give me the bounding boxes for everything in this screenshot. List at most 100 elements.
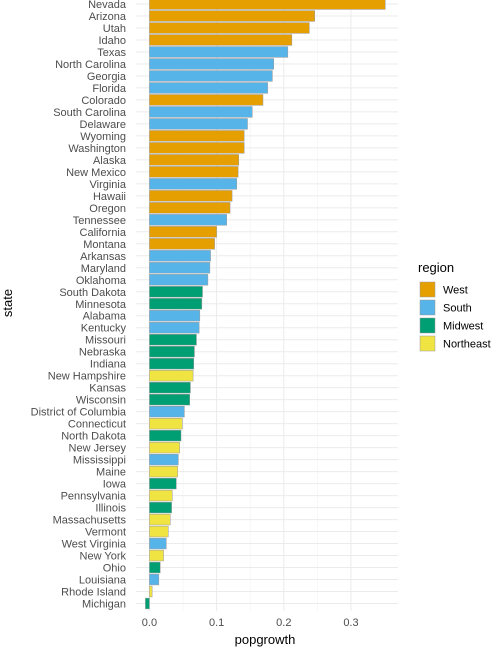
y-tick-label: Massachusetts — [53, 515, 127, 527]
y-tick-label: West Virginia — [62, 539, 127, 551]
bar — [149, 549, 164, 562]
legend-label: South — [443, 303, 472, 315]
y-tick-label: Washington — [68, 143, 126, 155]
y-tick-label: Arizona — [89, 11, 127, 23]
y-tick-label: North Carolina — [55, 59, 127, 71]
bar — [149, 441, 180, 454]
bar — [149, 274, 209, 286]
y-tick-label: Vermont — [85, 527, 126, 539]
y-tick-label: Illinois — [95, 503, 126, 515]
bar — [149, 154, 240, 166]
x-tick-label: 0.0 — [142, 617, 157, 629]
bar — [149, 286, 203, 298]
bar — [149, 537, 167, 550]
y-tick-label: Kentucky — [81, 323, 127, 335]
legend-key — [419, 335, 436, 352]
bar — [149, 202, 231, 214]
y-tick-label: Iowa — [103, 479, 127, 491]
y-tick-label: Indiana — [90, 359, 127, 371]
bar — [149, 382, 191, 394]
bar — [149, 94, 264, 106]
y-tick-label: Connecticut — [68, 419, 126, 431]
x-tick-labels: 0.0 0.1 0.2 0.3 — [142, 617, 359, 629]
bar — [149, 34, 293, 46]
legend-key — [419, 281, 436, 298]
bar — [149, 465, 178, 478]
y-tick-label: Maine — [96, 467, 126, 479]
y-tick-label: Missouri — [85, 335, 126, 347]
bar — [149, 58, 274, 70]
y-tick-label: Tennessee — [73, 215, 126, 227]
bar — [149, 298, 203, 310]
bar — [149, 489, 173, 502]
y-tick-label: New Mexico — [66, 167, 126, 179]
y-tick-label: North Dakota — [61, 431, 127, 443]
bar — [149, 118, 248, 130]
legend-title: region — [418, 260, 454, 275]
legend-label: West — [443, 285, 468, 297]
y-tick-label: New Hampshire — [48, 371, 126, 383]
bar — [149, 501, 172, 514]
bar — [149, 0, 386, 10]
y-tick-label: Alabama — [83, 311, 127, 323]
bar — [149, 406, 185, 418]
y-tick-label: New York — [80, 551, 127, 563]
y-tick-label: Hawaii — [93, 191, 126, 203]
y-tick-label: Georgia — [87, 71, 127, 83]
bar — [149, 585, 153, 598]
bar — [149, 477, 177, 490]
bar — [149, 322, 200, 334]
bar — [149, 513, 171, 526]
x-tick-label: 0.1 — [209, 617, 224, 629]
bar — [149, 10, 315, 22]
y-tick-label: Arkansas — [80, 251, 126, 263]
bar — [149, 310, 201, 322]
y-tick-label: Oregon — [89, 203, 126, 215]
x-tick-label: 0.3 — [343, 617, 358, 629]
bars — [145, 0, 386, 610]
bar — [149, 106, 253, 118]
legend-label: Midwest — [443, 321, 483, 333]
y-tick-label: California — [80, 227, 127, 239]
bar — [149, 82, 268, 94]
y-tick-label: Texas — [97, 47, 126, 59]
y-tick-label: Nevada — [88, 0, 127, 11]
legend-label: Northeast — [443, 339, 491, 351]
legend: region West South Midwest Northeast — [418, 260, 491, 352]
y-tick-label: Wisconsin — [76, 395, 126, 407]
bar — [149, 573, 160, 586]
bar — [149, 166, 239, 178]
bar — [149, 22, 310, 34]
bar — [149, 358, 195, 370]
y-tick-label: Montana — [83, 239, 127, 251]
y-tick-label: Rhode Island — [61, 587, 126, 599]
y-tick-label: Colorado — [81, 95, 126, 107]
bar — [149, 561, 161, 574]
bar — [149, 346, 195, 358]
x-tick-label: 0.2 — [276, 617, 291, 629]
y-tick-label: Ohio — [103, 563, 126, 575]
y-tick-label: Louisiana — [79, 575, 127, 587]
bar — [149, 453, 179, 466]
bar — [149, 226, 217, 238]
y-tick-label: Delaware — [80, 119, 126, 131]
bar — [149, 46, 289, 58]
bar — [149, 429, 182, 442]
legend-key — [419, 299, 436, 316]
bar — [149, 525, 169, 538]
y-tick-label: Oklahoma — [76, 275, 127, 287]
bar — [149, 190, 233, 202]
y-tick-label: South Dakota — [59, 287, 127, 299]
bar — [149, 238, 215, 250]
y-tick-label: Kansas — [89, 383, 126, 395]
y-tick-label: Idaho — [98, 35, 126, 47]
bar — [149, 130, 245, 142]
bar — [149, 178, 238, 190]
y-tick-label: Michigan — [82, 599, 126, 611]
bar — [149, 142, 245, 154]
y-tick-label: South Carolina — [53, 107, 127, 119]
bar — [149, 418, 183, 430]
y-tick-label: Alaska — [93, 155, 127, 167]
